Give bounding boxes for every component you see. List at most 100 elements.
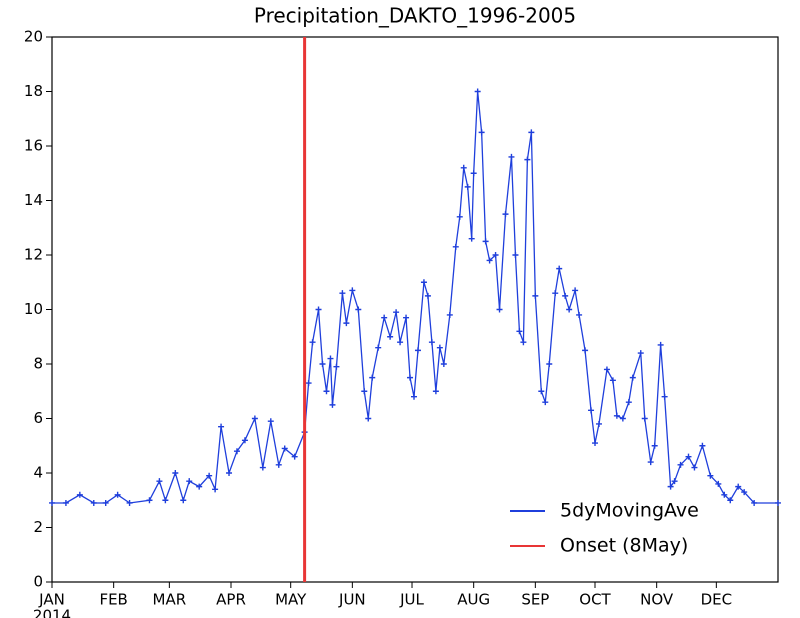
point-marker xyxy=(309,339,316,346)
x-tick-label: NOV xyxy=(640,591,674,609)
point-marker xyxy=(162,497,169,504)
point-marker xyxy=(735,483,742,490)
point-marker xyxy=(582,347,589,354)
point-marker xyxy=(460,164,467,171)
point-marker xyxy=(251,415,258,422)
series-line xyxy=(52,91,778,504)
point-marker xyxy=(651,442,658,449)
y-tick-label: 0 xyxy=(33,573,43,591)
point-marker xyxy=(403,314,410,321)
x-tick-label: MAR xyxy=(153,591,187,609)
point-marker xyxy=(436,344,443,351)
point-marker xyxy=(508,153,515,160)
y-tick-label: 14 xyxy=(24,191,43,209)
x-tick-label: DEC xyxy=(701,591,733,609)
x-tick-label: JUN xyxy=(338,591,366,609)
point-marker xyxy=(486,257,493,264)
point-marker xyxy=(369,374,376,381)
point-marker xyxy=(241,437,248,444)
point-marker xyxy=(464,183,471,190)
point-marker xyxy=(305,380,312,387)
point-marker xyxy=(420,279,427,286)
point-marker xyxy=(114,491,121,498)
point-marker xyxy=(496,306,503,313)
x-year-label: 2014 xyxy=(33,607,71,618)
point-marker xyxy=(528,129,535,136)
point-marker xyxy=(315,306,322,313)
x-tick-label: MAY xyxy=(275,591,307,609)
x-tick-label: OCT xyxy=(579,591,611,609)
point-marker xyxy=(381,314,388,321)
point-marker xyxy=(721,491,728,498)
point-marker xyxy=(613,412,620,419)
point-marker xyxy=(641,415,648,422)
point-marker xyxy=(609,377,616,384)
x-tick-label: SEP xyxy=(521,591,549,609)
point-marker xyxy=(512,252,519,258)
point-marker xyxy=(727,497,734,504)
point-marker xyxy=(49,499,55,506)
point-marker xyxy=(180,497,187,504)
y-tick-label: 2 xyxy=(33,518,43,536)
point-marker xyxy=(62,499,69,506)
point-marker xyxy=(603,366,610,373)
y-tick-label: 4 xyxy=(33,464,43,482)
point-marker xyxy=(685,453,692,460)
point-marker xyxy=(647,459,654,466)
point-marker xyxy=(671,478,678,485)
point-marker xyxy=(691,464,698,471)
point-marker xyxy=(343,320,350,327)
point-marker xyxy=(196,483,203,490)
point-marker xyxy=(267,418,274,425)
point-marker xyxy=(546,361,553,367)
point-marker xyxy=(629,374,636,381)
point-marker xyxy=(619,415,626,422)
point-marker xyxy=(592,440,599,447)
point-marker xyxy=(319,361,326,367)
point-marker xyxy=(259,464,266,471)
point-marker xyxy=(715,480,722,487)
point-marker xyxy=(524,156,531,163)
point-marker xyxy=(275,461,282,468)
y-tick-label: 10 xyxy=(24,300,43,318)
y-tick-label: 8 xyxy=(33,355,43,373)
point-marker xyxy=(226,470,233,476)
point-marker xyxy=(126,499,133,506)
x-tick-label: JUL xyxy=(399,591,424,609)
point-marker xyxy=(172,470,179,476)
point-marker xyxy=(468,235,475,242)
point-marker xyxy=(588,407,595,414)
point-marker xyxy=(397,339,404,346)
point-marker xyxy=(361,388,368,395)
point-marker xyxy=(333,363,340,370)
point-marker xyxy=(393,309,400,316)
point-marker xyxy=(349,287,356,294)
point-marker xyxy=(355,306,362,313)
x-tick-label: JAN xyxy=(38,591,65,609)
point-marker xyxy=(102,499,109,506)
point-marker xyxy=(212,486,219,493)
point-marker xyxy=(375,344,382,351)
point-marker xyxy=(432,388,439,395)
point-marker xyxy=(424,292,431,299)
point-marker xyxy=(90,499,97,506)
point-marker xyxy=(411,393,418,400)
point-marker xyxy=(595,420,602,427)
point-marker xyxy=(156,478,163,485)
point-marker xyxy=(474,88,481,95)
point-marker xyxy=(667,483,674,490)
chart-title: Precipitation_DAKTO_1996-2005 xyxy=(254,4,576,28)
point-marker xyxy=(387,333,394,340)
point-marker xyxy=(233,448,240,455)
point-marker xyxy=(775,499,781,506)
point-marker xyxy=(452,243,459,250)
point-marker xyxy=(556,265,563,272)
point-marker xyxy=(699,442,706,449)
point-marker xyxy=(552,290,559,297)
point-marker xyxy=(414,347,421,354)
x-tick-label: APR xyxy=(216,591,246,609)
point-marker xyxy=(707,472,714,479)
point-marker xyxy=(657,341,664,348)
point-marker xyxy=(516,328,523,335)
